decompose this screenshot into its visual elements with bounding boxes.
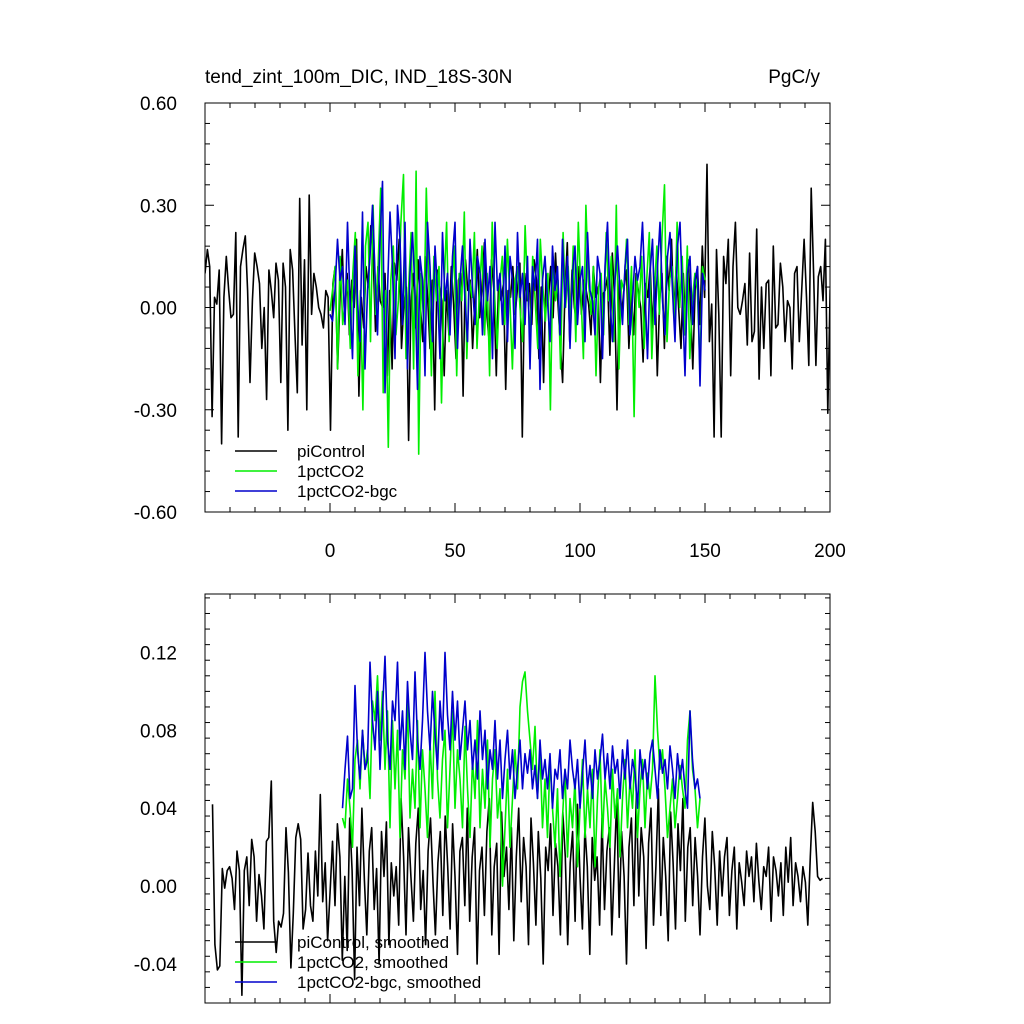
top-panel: -0.60 -0.30 0.00 0.30 0.60 0 50 100 150 200 tend_z…	[134, 67, 846, 562]
top-series-line-picontrol	[205, 163, 830, 445]
bottom-y-tick-label: 0.04	[140, 799, 177, 820]
bottom-y-tick-label: 0.12	[140, 643, 177, 664]
top-y-tick-label: 0.30	[140, 196, 177, 217]
top-x-tick-label: 150	[689, 541, 721, 562]
top-x-tick-label: 100	[564, 541, 596, 562]
top-legend-label: 1pctCO2-bgc	[297, 482, 398, 501]
bottom-plot-frame	[204, 593, 831, 1004]
bottom-series-line-picontrol-smoothed	[211, 780, 823, 997]
top-x-tick-label: 50	[444, 541, 465, 562]
top-chart-title: tend_zint_100m_DIC, IND_18S-30N	[205, 67, 512, 88]
top-y-tick-label: -0.30	[134, 401, 177, 422]
bottom-legend-label: piControl, smoothed	[297, 933, 449, 952]
bottom-series-line-1pctco2-smoothed	[341, 671, 701, 887]
bottom-y-tick-label: 0.08	[140, 721, 177, 742]
top-y-tick-label: 0.00	[140, 299, 177, 320]
top-legend-label: 1pctCO2	[297, 462, 364, 481]
top-x-tick-label: 200	[814, 541, 846, 562]
top-chart-units: PgC/y	[768, 67, 820, 88]
bottom-y-tick-label: 0.00	[140, 877, 177, 898]
top-y-tick-label: -0.60	[134, 503, 177, 524]
bottom-y-tick-label: -0.04	[134, 955, 178, 976]
top-series-line-1pctco2-bgc	[329, 180, 706, 394]
bottom-legend-label: 1pctCO2-bgc, smoothed	[297, 973, 481, 992]
top-y-tick-label: 0.60	[140, 94, 177, 115]
bottom-legend-label: 1pctCO2, smoothed	[297, 953, 448, 972]
bottom-series-line-1pctco2-bgc-smoothed	[341, 651, 701, 810]
top-legend-label: piControl	[297, 442, 365, 461]
top-x-tick-label: 0	[325, 541, 336, 562]
bottom-panel: -0.04 0.00 0.04 0.08 0.12 piControl, smoothed…	[134, 593, 831, 1004]
